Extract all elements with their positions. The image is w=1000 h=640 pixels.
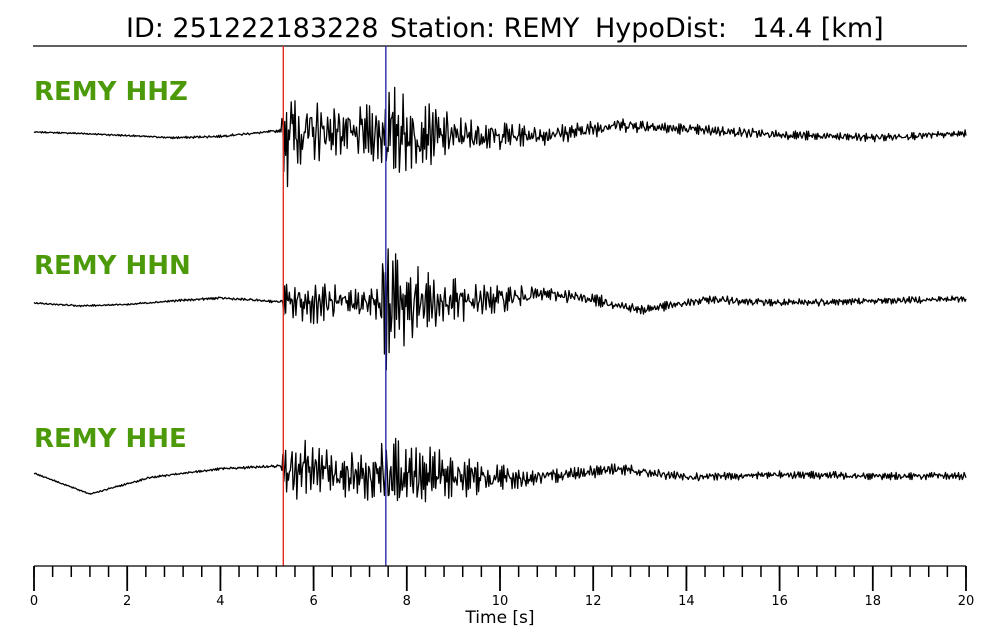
traces-group: REMY HHZ REMY HHN REMY HHE [33,77,967,503]
x-tick-label: 0 [30,594,38,609]
x-axis: 0 2 4 6 8 10 12 14 16 18 20 [30,565,975,609]
trace-label-1: REMY HHZ [34,77,188,107]
title-id: ID: 251222183228 [126,13,379,44]
x-tick-label: 18 [865,594,882,609]
x-tick-label: 20 [958,594,975,609]
waveform-trace-1 [33,86,967,188]
trace-label-3: REMY HHE [34,424,187,454]
waveform-trace-2 [33,248,967,371]
title-hypodist-label: HypoDist: [595,13,727,44]
x-tick-label: 16 [771,594,788,609]
title-hypodist-value: 14.4 [km] [752,13,884,44]
waveform-trace-3 [33,437,967,503]
title-station: Station: REMY [390,13,580,44]
phase-picks-group [282,46,387,566]
x-tick-label: 6 [309,594,317,609]
x-tick-label: 4 [216,594,224,609]
x-tick-label: 2 [123,594,131,609]
x-axis-label: Time [s] [464,608,534,628]
x-tick-label: 10 [492,594,509,609]
x-tick-label: 12 [585,594,602,609]
x-tick-label: 14 [678,594,695,609]
x-tick-label: 8 [403,594,411,609]
trace-label-2: REMY HHN [34,251,191,281]
